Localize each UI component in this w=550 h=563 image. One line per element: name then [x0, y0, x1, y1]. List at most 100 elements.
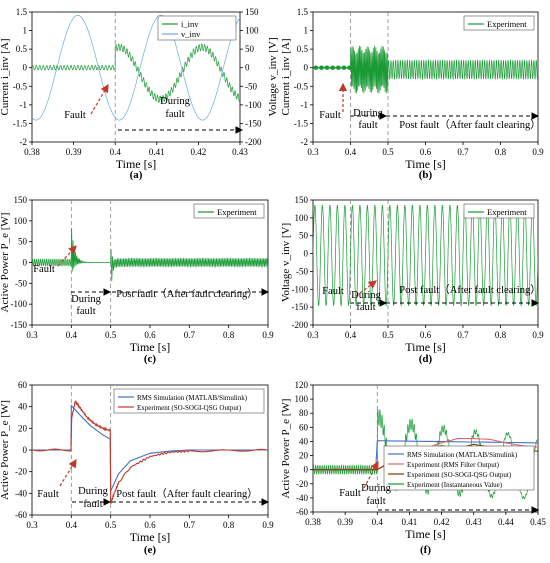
fault-label: Fault: [64, 110, 86, 121]
y-tick-label: -2: [301, 137, 309, 147]
y-tick-label: 0: [304, 249, 309, 259]
y-tick-label: -20: [296, 479, 308, 489]
x-tick-label: 0.8: [495, 147, 507, 157]
x-tick-label: 0.6: [144, 520, 156, 530]
panel-c: 0.3 0.4 0.5 0.6 0.7 0.8 0.9 -150 -100 -50 0 50 100 15…: [0, 195, 274, 365]
post-fault-label: Post fault（After fault clearing）: [399, 119, 540, 131]
y-tick-label: 150: [14, 195, 28, 205]
x-tick-label: 0.43: [232, 147, 248, 157]
post-fault-label: Post fault（After fault clearing）: [116, 288, 257, 300]
legend-label: Experiment (RMS Filter Output): [407, 461, 500, 469]
during-fault-label: fault: [358, 120, 377, 131]
y-tick-label: 0: [23, 445, 28, 455]
during-fault-label: fault: [356, 302, 375, 313]
x-tick-label: 0.8: [223, 520, 235, 530]
y-tick-label: 0.5: [16, 44, 28, 54]
legend-label: RMS Simulation (MATLAB/Simulink): [407, 451, 518, 459]
y-tick-label: 1: [23, 26, 28, 36]
x-tick-label: 0.5: [382, 330, 394, 340]
panel-f: 0.38 0.39 0.4 0.41 0.42 0.43 0.44 0.45 -60 -40 -20…: [280, 380, 546, 556]
y-tick-label: 0: [23, 63, 28, 73]
y-tick-label: 20: [18, 423, 28, 433]
y-tick-label: -1: [20, 100, 28, 110]
x-tick-label: 0.4: [345, 147, 357, 157]
panel-caption: (f): [420, 544, 431, 556]
y-tick-label: -20: [15, 467, 27, 477]
y-tick-label: -2: [20, 137, 28, 147]
x-tick-label: 0.3: [307, 330, 319, 340]
x-tick-label: 0.5: [105, 330, 117, 340]
y-right-tick-label: -200: [245, 137, 262, 147]
legend-box: [157, 15, 237, 41]
y-tick-label: -50: [296, 266, 308, 276]
y-tick-label: -1.5: [294, 118, 309, 128]
during-label: During: [78, 486, 108, 497]
y-right-tick-label: 0: [245, 63, 250, 73]
during-label: During: [71, 294, 101, 305]
during-label: During: [160, 96, 190, 107]
legend-label: Experiment: [487, 19, 527, 29]
series-line: [32, 43, 240, 104]
legend-box: [113, 388, 265, 414]
panel-caption: (a): [130, 169, 143, 181]
post-fault-label: Post fault（After fault clearing）: [399, 284, 540, 296]
fault-arrow: [57, 245, 77, 267]
fault-arrow: [59, 458, 77, 487]
during-label: During: [353, 108, 383, 119]
legend-box: [463, 203, 535, 219]
panel-caption: (b): [419, 169, 433, 181]
x-tick-label: 0.39: [66, 147, 82, 157]
during-label: During: [361, 483, 391, 494]
x-axis-label: Time [s]: [405, 340, 446, 354]
x-tick-label: 0.4: [110, 147, 122, 157]
panel-e: 0.3 0.4 0.5 0.6 0.7 0.8 0.9 -60 -40 -20 0 20 40 60 Tim…: [0, 380, 274, 556]
x-tick-label: 0.42: [434, 517, 450, 527]
x-tick-label: 0.42: [191, 147, 207, 157]
x-axis-label: Time [s]: [405, 527, 446, 541]
plot-area: [313, 45, 538, 94]
plot-frame: [31, 11, 241, 143]
x-axis-label: Time [s]: [130, 530, 171, 544]
legend-label: Experiment (Instantaneous Value): [407, 481, 503, 489]
y-tick-label: 60: [299, 422, 309, 432]
y-tick-label: 1.5: [297, 7, 309, 17]
legend-label: Experiment: [487, 207, 527, 217]
panel-b: 0.3 0.4 0.5 0.6 0.7 0.8 0.9 -2 -1.5 -1 -0.5 0 0.5 1 1.…: [280, 7, 544, 181]
y-right-tick-label: -50: [245, 81, 257, 91]
x-tick-label: 0.3: [307, 147, 319, 157]
y-tick-label: -1: [301, 100, 309, 110]
y-right-tick-label: 100: [245, 26, 259, 36]
x-tick-label: 0.3: [26, 330, 38, 340]
y-tick-label: -40: [296, 493, 308, 503]
legend: Experiment: [463, 15, 535, 31]
y-right-tick-label: -100: [245, 100, 262, 110]
x-tick-label: 0.41: [149, 147, 165, 157]
y-tick-label: 40: [299, 436, 309, 446]
during-fault-label: fault: [76, 306, 95, 317]
x-tick-label: 0.5: [382, 147, 394, 157]
legend-label: Experiment (SO-SOGI-QSG Output): [137, 404, 242, 412]
legend-box: [463, 15, 535, 31]
x-tick-label: 0.44: [498, 517, 514, 527]
plot-area: [32, 228, 268, 282]
fault-arrow: [90, 83, 109, 115]
legend: RMS Simulation (MATLAB/Simulink) Experime…: [113, 388, 265, 414]
y-tick-label: 50: [299, 231, 309, 241]
during-label: During: [351, 290, 381, 301]
y-tick-label: 100: [295, 213, 309, 223]
panel-caption: (e): [144, 544, 157, 556]
y-tick-label: -50: [15, 278, 27, 288]
y-tick-label: -150: [11, 320, 28, 330]
post-fault-label: Post fault（After fault clearing）: [116, 488, 257, 500]
y-tick-label: 0.5: [297, 44, 309, 54]
legend: RMS Simulation (MATLAB/Simulink) Experime…: [383, 445, 535, 491]
x-tick-label: 0.9: [262, 520, 274, 530]
y-tick-label: -0.5: [294, 81, 309, 91]
y-tick-label: 1.5: [16, 7, 28, 17]
y-right-axis-label: Voltage v_inv [V]: [267, 37, 279, 116]
x-tick-label: 0.9: [262, 330, 274, 340]
panel-caption: (d): [419, 353, 433, 365]
panel-a: 0.38 0.39 0.4 0.41 0.42 0.43 -2 -1.5 -1 -0.5 0 0.5 1…: [0, 7, 279, 181]
during-fault-label: fault: [366, 496, 385, 507]
fault-label: Fault: [33, 264, 55, 275]
